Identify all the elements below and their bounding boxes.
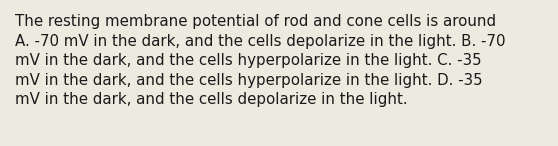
Text: The resting membrane potential of rod and cone cells is around
A. -70 mV in the : The resting membrane potential of rod an…: [16, 14, 506, 107]
